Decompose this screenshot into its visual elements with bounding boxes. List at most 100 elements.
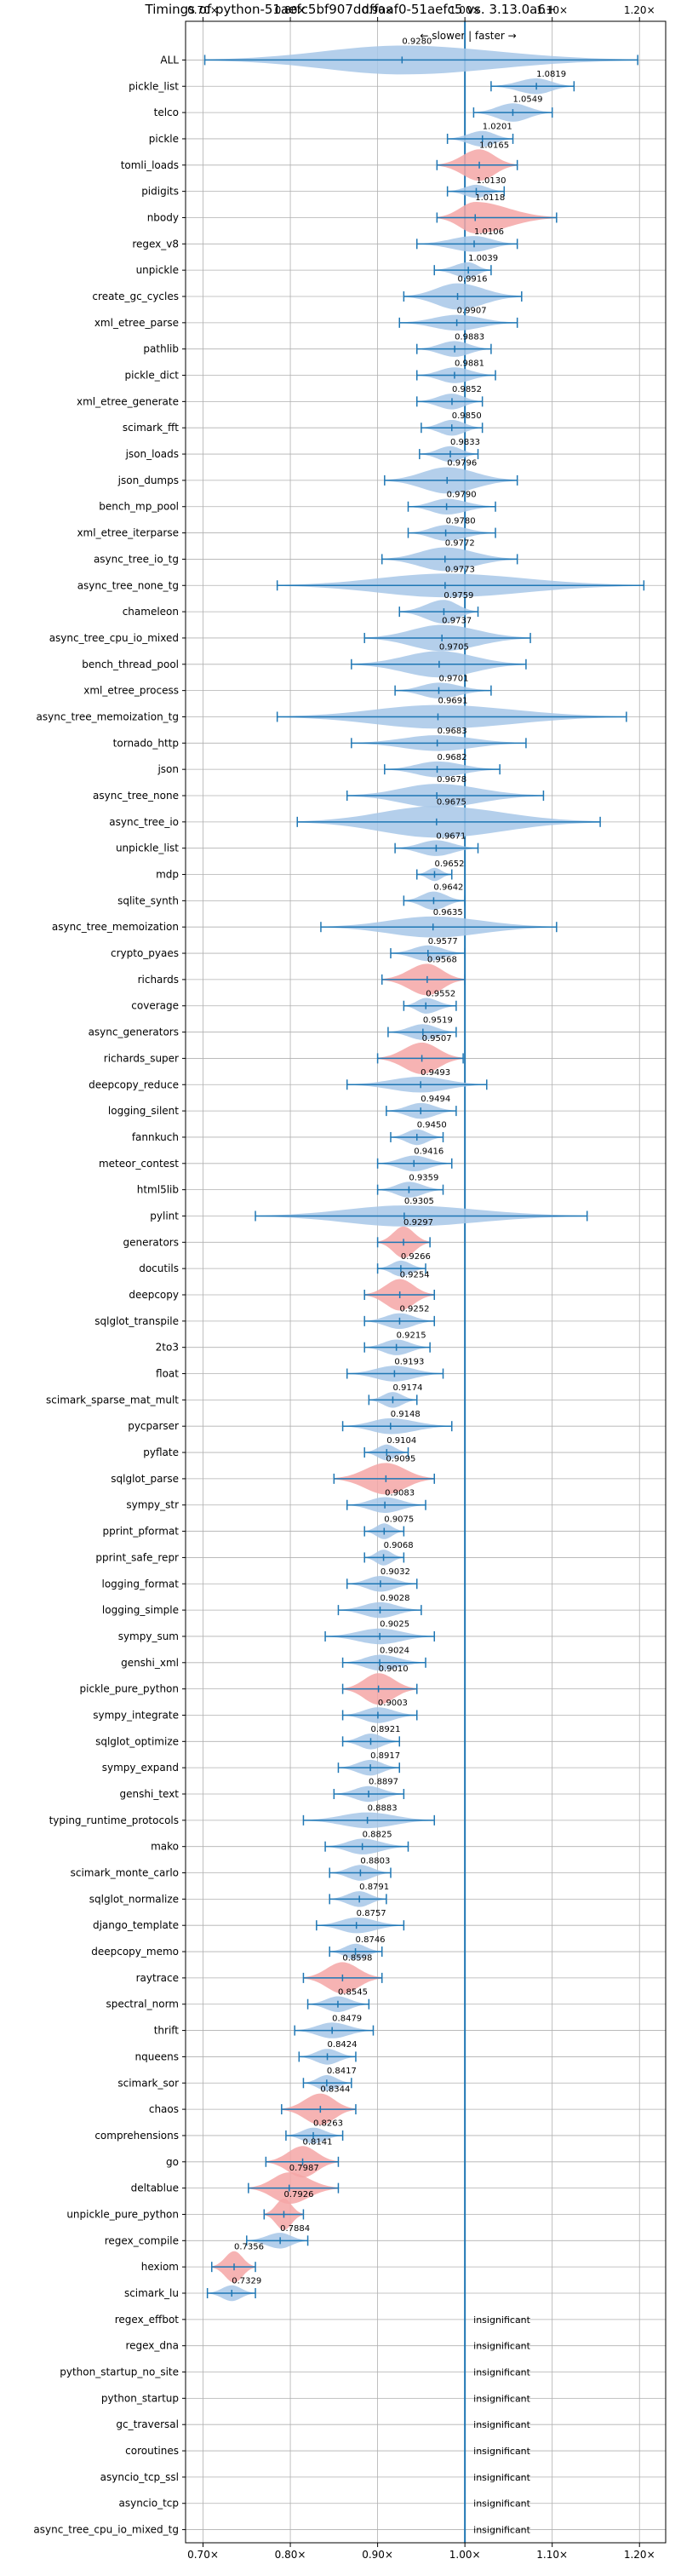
y-tick-label: spectral_norm: [106, 1998, 179, 2010]
x-tick-label-bottom: 1.00×: [449, 2549, 481, 2561]
violin-value-label: 0.9682: [438, 753, 467, 762]
violin-value-label: 0.9759: [444, 591, 473, 601]
y-tick-label: pylint: [150, 1210, 179, 1222]
y-tick-label: regex_compile: [105, 2234, 179, 2246]
violin-value-label: 0.9193: [394, 1357, 424, 1366]
y-tick-label: scimark_fft: [123, 422, 179, 434]
violin-value-label: 1.0201: [483, 123, 512, 132]
chart-title: Timings of python-51aefc5bf907ddffaaf0-5…: [145, 2, 557, 17]
y-tick-label: sympy_sum: [118, 1630, 179, 1642]
y-tick-label: logging_silent: [108, 1105, 179, 1117]
violin-value-label: 0.8598: [342, 1953, 372, 1963]
violin-value-label: 0.9642: [433, 883, 463, 893]
violin-value-label: 0.9701: [438, 674, 468, 683]
violin-value-label: 0.9907: [457, 307, 487, 316]
x-tick-label-bottom: 0.70×: [187, 2549, 219, 2561]
y-tick-label: python_startup: [101, 2392, 179, 2404]
violin-value-label: 0.9493: [421, 1068, 450, 1078]
violin-value-label: 0.7926: [283, 2190, 313, 2199]
violin-value-label: 0.9577: [428, 937, 458, 946]
plot-frame: [185, 20, 667, 2544]
violin-value-label: 0.8791: [359, 1883, 389, 1892]
y-tick-label: bench_thread_pool: [82, 658, 179, 670]
violin-value-label: 0.9148: [391, 1410, 421, 1419]
y-tick-label: comprehensions: [94, 2130, 179, 2142]
violin-value-label: 0.9790: [447, 490, 477, 499]
y-tick-label: pidigits: [141, 186, 179, 198]
y-tick-label: tornado_http: [113, 737, 179, 749]
insignificant-label: insignificant: [473, 2314, 531, 2326]
violin-value-label: 0.8417: [327, 2067, 357, 2076]
y-tick-label: generators: [123, 1236, 179, 1248]
violin-value-label: 1.0130: [476, 176, 506, 186]
violin-value-label: 0.9416: [414, 1147, 444, 1157]
y-tick-label: coverage: [131, 1000, 179, 1012]
y-tick-label: html5lib: [137, 1184, 179, 1196]
violin-value-label: 0.9552: [426, 989, 455, 998]
violin-value-label: 0.9003: [378, 1699, 408, 1708]
violin-value-label: 0.9305: [404, 1197, 434, 1206]
y-tick-label: async_tree_memoization: [52, 921, 179, 933]
y-tick-label: django_template: [93, 1919, 179, 1931]
y-tick-label: float: [156, 1368, 179, 1380]
violin-value-label: 0.9215: [397, 1331, 426, 1340]
violin-value-label: 0.9796: [447, 458, 477, 468]
insignificant-label: insignificant: [473, 2341, 531, 2352]
x-tick-label-top: 0.80×: [275, 4, 306, 16]
y-tick-label: nbody: [147, 211, 179, 223]
violin-value-label: 0.7884: [280, 2224, 310, 2234]
y-tick-label: deepcopy_reduce: [89, 1078, 179, 1090]
y-tick-label: async_tree_none: [93, 790, 179, 802]
x-tick-label-bottom: 0.90×: [362, 2549, 393, 2561]
y-tick-label: scimark_monte_carlo: [71, 1867, 179, 1879]
y-tick-label: scimark_sparse_mat_mult: [46, 1394, 179, 1406]
insignificant-label: insignificant: [473, 2367, 531, 2378]
x-tick-label-top: 0.70×: [187, 4, 219, 16]
y-tick-label: async_tree_cpu_io_mixed_tg: [33, 2524, 179, 2536]
y-tick-label: scimark_lu: [124, 2287, 179, 2299]
x-tick-label-top: 1.10×: [536, 4, 568, 16]
y-tick-label: thrift: [154, 2025, 180, 2037]
insignificant-label: insignificant: [473, 2472, 531, 2483]
y-tick-label: tomli_loads: [121, 159, 179, 171]
violin-value-label: 0.9691: [438, 697, 467, 706]
violin-value-label: 0.9075: [384, 1515, 414, 1524]
violin-value-label: 0.7356: [234, 2243, 264, 2252]
violin-value-label: 0.9104: [386, 1436, 416, 1446]
violin-value-label: 0.9028: [380, 1594, 409, 1603]
y-tick-label: unpickle_list: [116, 842, 179, 854]
violin-value-label: 0.9916: [458, 275, 488, 285]
violin-value-label: 0.8917: [370, 1751, 400, 1761]
violin-value-label: 0.9833: [450, 438, 480, 447]
y-tick-label: pprint_pformat: [103, 1526, 180, 1538]
y-tick-label: json_dumps: [117, 474, 179, 486]
violin-value-label: 0.8757: [357, 1909, 386, 1918]
violin-value-label: 0.9494: [421, 1095, 450, 1104]
y-tick-label: unpickle: [136, 264, 179, 276]
y-tick-label: logging_simple: [102, 1604, 179, 1616]
y-tick-label: 2to3: [156, 1342, 179, 1354]
violin-value-label: 0.9450: [417, 1121, 447, 1130]
y-tick-label: asyncio_tcp: [118, 2498, 179, 2510]
violin-value-label: 0.9635: [433, 908, 463, 917]
violin-value-label: 0.9068: [384, 1541, 414, 1550]
y-tick-label: json_loads: [125, 448, 179, 460]
y-tick-label: scimark_sor: [117, 2077, 179, 2089]
y-tick-label: crypto_pyaes: [111, 947, 179, 959]
y-tick-label: regex_v8: [132, 238, 179, 250]
y-tick-label: docutils: [139, 1262, 179, 1274]
violin-value-label: 0.9025: [380, 1620, 409, 1630]
y-tick-label: regex_effbot: [115, 2314, 180, 2326]
y-tick-label: gc_traversal: [116, 2418, 179, 2430]
insignificant-label: insignificant: [473, 2393, 531, 2404]
violin-value-label: 1.0549: [512, 95, 542, 104]
y-tick-label: xml_etree_process: [83, 685, 179, 697]
y-tick-label: sqlglot_transpile: [94, 1315, 179, 1327]
violin-value-label: 0.9507: [422, 1034, 452, 1044]
y-tick-label: mdp: [156, 869, 179, 881]
axis-layer: 0.70× 0.70× 0.80× 0.80× 0.90× 0.90× 1.00× 1.00×…: [33, 4, 667, 2561]
violin-value-label: 0.9671: [436, 831, 466, 841]
violin-value-label: 0.7329: [232, 2277, 261, 2286]
y-tick-label: json: [157, 763, 179, 775]
violin-value-label: 0.9174: [392, 1383, 422, 1393]
